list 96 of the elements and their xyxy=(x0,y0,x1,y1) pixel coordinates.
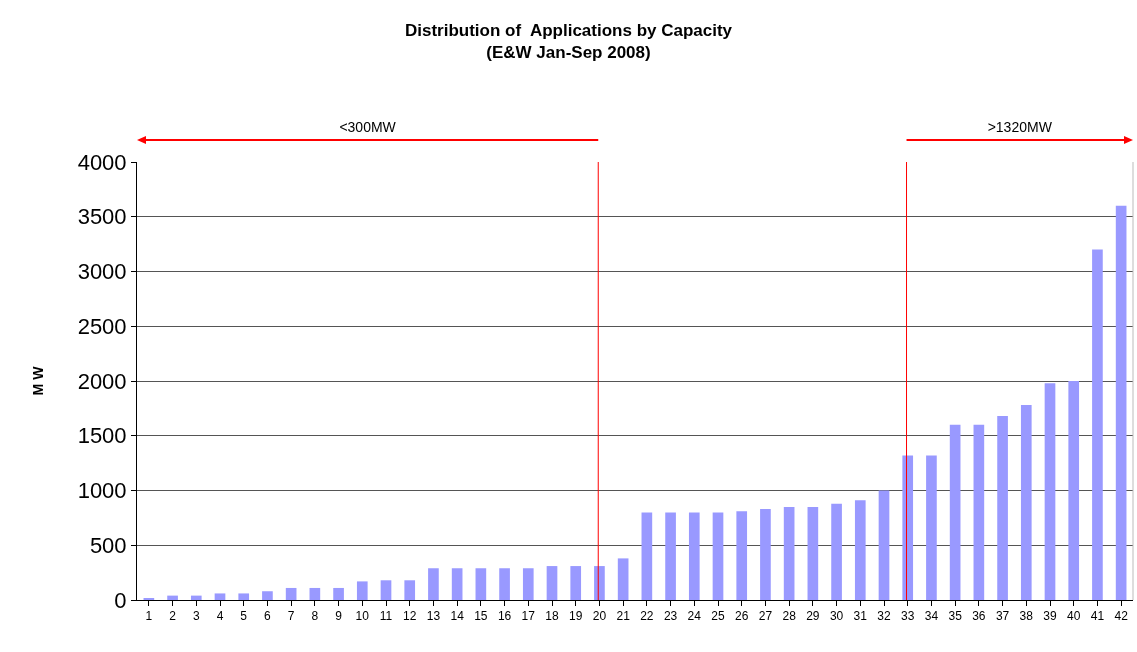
x-tick-label: 3 xyxy=(192,609,200,624)
bar xyxy=(167,595,178,600)
bar xyxy=(949,424,961,600)
bar xyxy=(190,595,202,600)
x-tick-label: 24 xyxy=(687,609,702,624)
y-tick-label: 1500 xyxy=(77,423,127,449)
x-tick-label: 5 xyxy=(240,609,248,624)
x-tick-label: 15 xyxy=(474,609,488,624)
bar xyxy=(1020,405,1032,600)
x-tick-label: 8 xyxy=(311,609,319,624)
bar xyxy=(760,509,771,600)
bar xyxy=(238,593,250,600)
x-tick-label: 32 xyxy=(877,609,891,624)
x-tick-label: 10 xyxy=(355,609,370,624)
x-tick-label: 17 xyxy=(521,609,536,624)
bar xyxy=(380,580,392,600)
y-tick-label: 2000 xyxy=(77,368,127,394)
x-tick-label: 11 xyxy=(379,609,393,624)
y-tick-label: 3000 xyxy=(77,259,127,285)
y-tick-label: 500 xyxy=(89,532,127,558)
bar xyxy=(854,500,866,600)
x-tick-label: 26 xyxy=(735,609,749,624)
bar xyxy=(475,568,487,600)
x-tick-label: 23 xyxy=(663,609,678,624)
x-tick-label: 42 xyxy=(1114,609,1129,624)
x-tick-label: 6 xyxy=(264,609,272,624)
x-tick-label: 2 xyxy=(169,609,177,624)
bar xyxy=(309,587,321,600)
bar xyxy=(712,512,724,600)
text: <300MW xyxy=(339,119,397,135)
x-tick-label: 28 xyxy=(782,609,797,624)
y-tick-label: 2500 xyxy=(77,313,127,339)
chart-title: Distribution of Applications by Capacity (E&W Jan-Sep 2008) xyxy=(404,20,733,62)
bar xyxy=(641,512,653,600)
x-tick-label: 29 xyxy=(806,609,820,624)
x-tick-label: 7 xyxy=(287,609,295,624)
bar xyxy=(807,506,819,600)
bar xyxy=(617,558,629,600)
bar xyxy=(831,503,842,600)
y-tick-label: 1000 xyxy=(77,478,127,504)
bar xyxy=(214,593,226,600)
y-tick-label: 3500 xyxy=(77,204,127,230)
x-tick-label: 27 xyxy=(758,609,773,624)
bar xyxy=(428,568,439,600)
bar xyxy=(546,566,558,600)
x-tick-label: 25 xyxy=(711,609,725,624)
x-tick-label: 35 xyxy=(948,609,963,624)
bar xyxy=(499,568,510,600)
bar xyxy=(926,455,937,600)
bar xyxy=(997,416,1008,600)
bar xyxy=(262,591,273,600)
x-tick-label: 14 xyxy=(450,609,465,624)
x-tick-label: 37 xyxy=(995,609,1010,624)
bar xyxy=(783,506,795,600)
bar xyxy=(451,568,463,600)
bar xyxy=(522,568,534,600)
x-tick-label: 20 xyxy=(592,609,607,624)
x-tick-label: 9 xyxy=(335,609,343,624)
y-tick-label: 0 xyxy=(114,587,127,613)
x-tick-label: 39 xyxy=(1043,609,1057,624)
bar xyxy=(333,587,344,600)
bar xyxy=(594,566,605,600)
x-tick-label: 16 xyxy=(497,609,512,624)
bar xyxy=(1092,249,1103,600)
y-tick-label: 4000 xyxy=(77,149,127,175)
x-tick-label: 4 xyxy=(216,609,224,624)
x-tick-label: 1 xyxy=(145,609,153,624)
bar xyxy=(973,424,985,600)
x-tick-label: 31 xyxy=(853,609,868,624)
bar xyxy=(285,587,297,600)
bar xyxy=(736,511,748,600)
x-tick-label: 38 xyxy=(1019,609,1034,624)
bar xyxy=(688,512,700,600)
bar xyxy=(404,580,416,600)
bar xyxy=(902,455,914,600)
x-tick-label: 13 xyxy=(426,609,441,624)
x-tick-label: 21 xyxy=(616,609,631,624)
x-tick-label: 30 xyxy=(829,609,844,624)
bar xyxy=(665,512,676,600)
x-tick-label: 22 xyxy=(640,609,654,624)
x-tick-label: 18 xyxy=(545,609,559,624)
x-tick-label: 41 xyxy=(1090,609,1105,624)
x-tick-label: 33 xyxy=(901,609,915,624)
x-tick-label: 34 xyxy=(924,609,939,624)
text: >1320MW xyxy=(987,119,1053,135)
x-tick-label: 12 xyxy=(403,609,417,624)
bar xyxy=(356,581,368,600)
x-tick-label: 36 xyxy=(972,609,986,624)
bar xyxy=(1044,383,1056,600)
bar xyxy=(1068,381,1080,600)
x-tick-label: 40 xyxy=(1067,609,1081,624)
bar xyxy=(1115,205,1127,600)
y-axis-title: M W xyxy=(30,365,47,396)
bar xyxy=(570,566,582,600)
x-tick-label: 19 xyxy=(569,609,583,624)
bar xyxy=(878,490,890,600)
